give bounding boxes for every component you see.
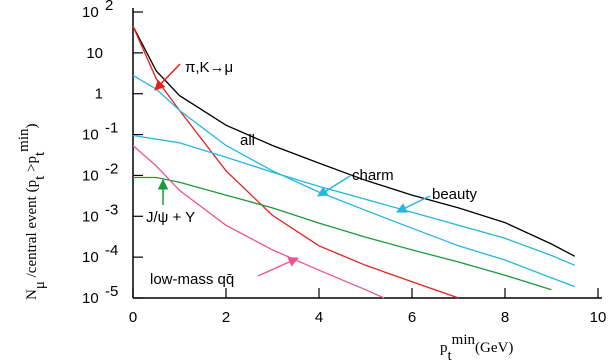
x-axis-label: ptmin(GeV)	[440, 332, 513, 362]
label-part: t	[32, 151, 48, 156]
y-tick-label: 10	[82, 4, 99, 21]
label-part: )	[24, 124, 40, 129]
series-line	[132, 25, 459, 299]
x-tick-label: 0	[129, 309, 137, 326]
curve-label: charm	[352, 167, 394, 184]
label-part: N	[24, 289, 40, 300]
y-tick-label: 10	[82, 208, 99, 225]
y-tick-exponent: -2	[105, 160, 118, 177]
label-part: >p	[24, 156, 40, 176]
y-tick-label: 10	[82, 249, 99, 266]
curve-label-arrow	[396, 195, 431, 213]
label-part: min	[16, 128, 32, 152]
series-line	[132, 74, 576, 288]
curve-label-arrow	[154, 63, 181, 91]
y-tick-exponent: -5	[105, 283, 118, 300]
y-tick-exponent: -1	[105, 120, 118, 137]
curve-label: all	[240, 132, 255, 149]
series-line	[132, 134, 576, 266]
x-tick-label: 6	[408, 309, 416, 326]
x-tick-label: 8	[501, 309, 509, 326]
label-part: μ	[32, 281, 48, 289]
curve-label-arrow	[257, 257, 299, 277]
y-tick-label: 10	[82, 127, 99, 144]
y-tick-exponent: -3	[105, 201, 118, 218]
y-tick-exponent: -4	[105, 242, 118, 259]
x-tick-label: 10	[590, 309, 607, 326]
y-tick-exponent: 2	[105, 0, 113, 14]
y-tick-label: 10	[82, 167, 99, 184]
y-tick-label: 10	[82, 290, 99, 307]
y-tick-label: 10	[86, 45, 103, 62]
label-part: t	[448, 348, 453, 362]
curve-label: beauty	[432, 186, 478, 203]
x-tick-label: 2	[222, 309, 230, 326]
series-line	[133, 176, 552, 291]
label-part: /central event (p	[24, 180, 40, 281]
y-axis-label: Nμ /central event (pt >ptmin)	[16, 124, 48, 301]
label-part: t	[32, 175, 48, 180]
curve-label: low-mass qq̄	[150, 271, 234, 288]
label-part: (GeV)	[475, 340, 513, 356]
curve-label: J/ψ + Υ	[146, 209, 195, 226]
curve-label-arrow	[317, 175, 351, 197]
series-line	[132, 25, 576, 257]
y-tick-label: 1	[95, 86, 103, 103]
label-part: min	[452, 332, 476, 348]
curve-label: π,K→μ	[185, 59, 233, 76]
series-line	[132, 145, 385, 299]
x-tick-label: 4	[315, 309, 323, 326]
label-part: p	[440, 340, 448, 356]
